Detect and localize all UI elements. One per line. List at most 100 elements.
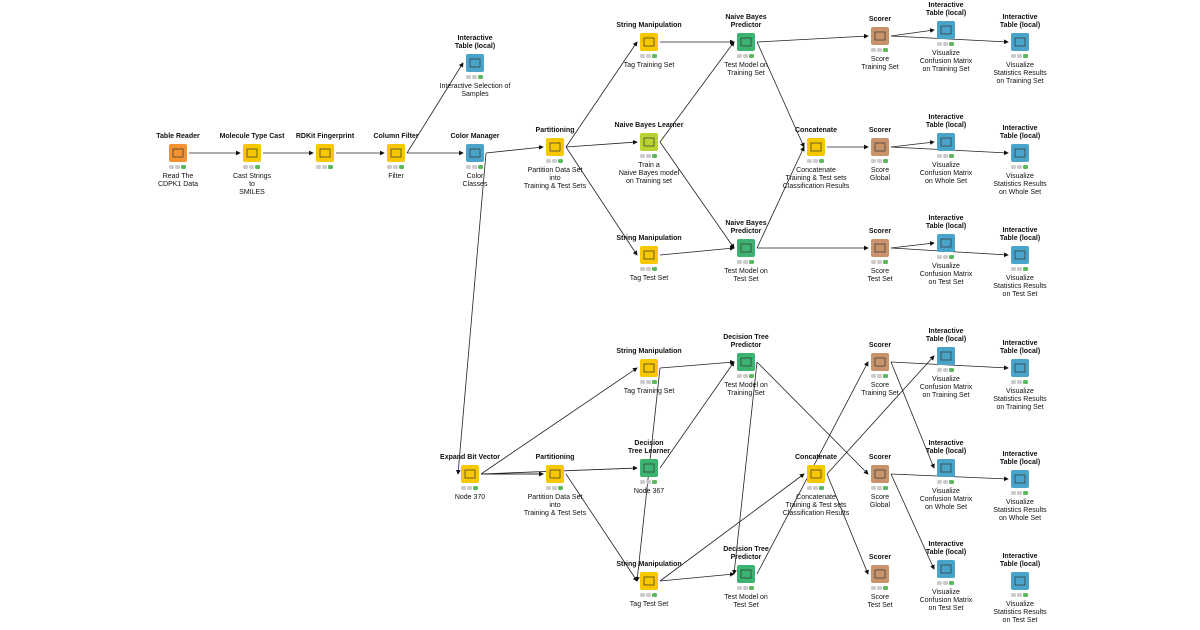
node-icon (640, 359, 658, 377)
status-light (937, 581, 942, 585)
node-glyph (549, 469, 561, 479)
status-light (943, 368, 948, 372)
status-light (877, 486, 882, 490)
node-label: Visualize Statistics Results on Test Set (993, 275, 1047, 298)
node-label: Score Global (869, 494, 891, 509)
status-light (883, 260, 888, 264)
status-light (1017, 491, 1022, 495)
node-glyph (643, 576, 655, 586)
node-title: Interactive Table (local) (999, 125, 1041, 140)
node-glyph (740, 243, 752, 253)
status-light (877, 260, 882, 264)
status-light (652, 154, 657, 158)
status-light (1011, 267, 1016, 271)
status-light (652, 480, 657, 484)
status-light (1017, 380, 1022, 384)
node-glyph (940, 463, 952, 473)
node-icon (640, 459, 658, 477)
node-glyph (643, 463, 655, 473)
node-icon (807, 465, 825, 483)
node-icon (169, 144, 187, 162)
node-icon (466, 54, 484, 72)
node-icon (871, 565, 889, 583)
node-title: Interactive Table (local) (999, 553, 1041, 568)
node-label: Color Classes (462, 173, 488, 188)
status-light (1017, 267, 1022, 271)
node-glyph (740, 569, 752, 579)
node-icon (1011, 144, 1029, 162)
edge (826, 473, 869, 575)
node-label: Visualize Statistics Results on Training… (993, 62, 1047, 85)
node-glyph (643, 250, 655, 260)
status-light (646, 380, 651, 384)
status-light (387, 165, 392, 169)
status-light (949, 581, 954, 585)
node-icon (937, 459, 955, 477)
status-light (871, 48, 876, 52)
node-label: Tag Training Set (623, 62, 675, 69)
status-light (1011, 593, 1016, 597)
node-title: Interactive Table (local) (925, 328, 967, 343)
edge (565, 41, 638, 148)
status-light (749, 586, 754, 590)
edge (890, 241, 935, 249)
node-label: Test Model on Test Set (724, 594, 768, 609)
edge (732, 361, 758, 575)
status-light (949, 255, 954, 259)
status-light (640, 54, 645, 58)
node-glyph (390, 148, 402, 158)
node-label: Visualize Confusion Matrix on Training S… (919, 50, 973, 73)
status-light (871, 374, 876, 378)
edge (406, 62, 464, 154)
node-glyph (940, 238, 952, 248)
status-light (937, 154, 942, 158)
edge (659, 245, 735, 256)
node-label: Visualize Statistics Results on Whole Se… (993, 499, 1047, 522)
status-light (552, 486, 557, 490)
node-label: Score Training Set (861, 56, 899, 71)
node-title: Molecule Type Cast (219, 133, 285, 140)
node-glyph (643, 37, 655, 47)
node-glyph (1014, 363, 1026, 373)
node-title: Naive Bayes Predictor (725, 14, 767, 29)
node-glyph (874, 569, 886, 579)
node-title: Interactive Table (local) (925, 440, 967, 455)
node-glyph (549, 142, 561, 152)
status-light (743, 374, 748, 378)
edge (756, 41, 805, 148)
node-label: Concatenate Training & Test sets Classif… (782, 494, 850, 517)
node-title: Interactive Table (local) (999, 340, 1041, 355)
node-label: Score Test Set (867, 268, 893, 283)
node-label: Node 370 (454, 494, 486, 501)
status-light (243, 165, 248, 169)
status-light (743, 586, 748, 590)
edge (659, 359, 735, 369)
node-title: Interactive Table (local) (454, 35, 496, 50)
node-glyph (643, 137, 655, 147)
status-light (652, 54, 657, 58)
node-label: Visualize Statistics Results on Whole Se… (993, 173, 1047, 196)
status-light (877, 586, 882, 590)
node-glyph (940, 351, 952, 361)
edge (659, 141, 735, 249)
status-light (807, 159, 812, 163)
status-light (461, 486, 466, 490)
node-icon (737, 239, 755, 257)
node-icon (737, 565, 755, 583)
status-light (871, 486, 876, 490)
node-title: Scorer (868, 16, 892, 23)
status-light (749, 54, 754, 58)
node-title: Scorer (868, 454, 892, 461)
node-label: Tag Test Set (629, 275, 669, 282)
status-light (949, 368, 954, 372)
node-title: Decision Tree Learner (627, 440, 671, 455)
status-light (743, 260, 748, 264)
node-icon (640, 572, 658, 590)
edge (659, 473, 805, 582)
status-light (737, 374, 742, 378)
status-light (316, 165, 321, 169)
node-title: Interactive Table (local) (925, 2, 967, 17)
status-light (883, 486, 888, 490)
node-label: Test Model on Training Set (724, 382, 768, 397)
status-light (877, 48, 882, 52)
